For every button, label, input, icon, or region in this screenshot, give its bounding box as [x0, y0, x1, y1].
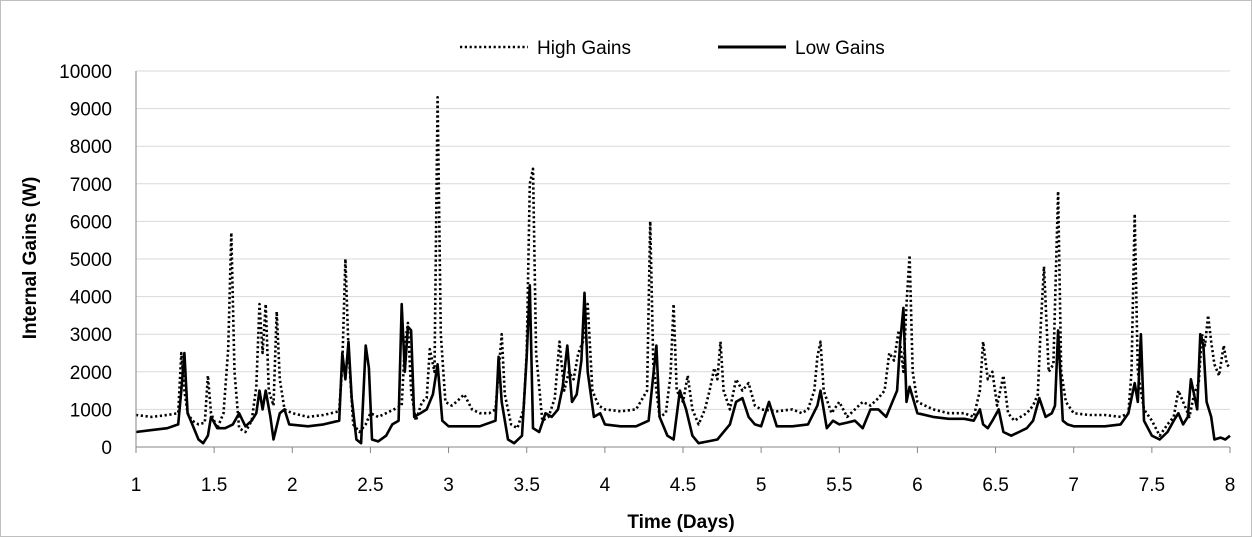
x-tick-label: 5	[756, 475, 767, 496]
gridlines	[136, 70, 1230, 410]
series-layer	[135, 96, 1231, 445]
legend: High Gains Low Gains	[460, 38, 885, 59]
y-tick-label: 5000	[70, 250, 112, 271]
y-axis-title: Internal Gains (W)	[20, 177, 41, 340]
x-tick-label: 7.5	[1139, 475, 1165, 496]
x-tick-label: 1	[131, 475, 142, 496]
y-tick-label: 4000	[70, 288, 112, 309]
y-tick-label: 10000	[59, 62, 112, 83]
y-tick-label: 7000	[70, 175, 112, 196]
y-tick-label: 0	[101, 438, 112, 459]
x-tick-label: 1.5	[201, 475, 227, 496]
y-tick-label: 8000	[70, 137, 112, 158]
x-tick-label: 4.5	[670, 475, 696, 496]
y-tick-label: 6000	[70, 212, 112, 233]
x-tick-labels: 1 1.5 2 2.5 3 3.5 4 4.5 5 5.5 6 6.5 7 7.5 8	[131, 475, 1236, 496]
x-tick-label: 7	[1068, 475, 1079, 496]
y-tick-label: 9000	[70, 100, 112, 121]
axes	[135, 71, 1231, 453]
x-tick-label: 8	[1225, 475, 1236, 496]
x-tick-label: 4	[600, 475, 611, 496]
x-tick-label: 2	[287, 475, 298, 496]
x-tick-label: 6.5	[982, 475, 1008, 496]
x-tick-label: 6	[912, 475, 923, 496]
y-tick-label: 3000	[70, 325, 112, 346]
legend-label-high-gains: High Gains	[537, 38, 631, 59]
x-tick-label: 2.5	[357, 475, 383, 496]
y-tick-label: 1000	[70, 400, 112, 421]
series-line-high-gains	[135, 96, 1231, 437]
series-line-low-gains	[135, 284, 1231, 445]
y-tick-labels: 0 1000 2000 3000 4000 5000 6000 7000 8000 9000 100…	[59, 62, 112, 459]
x-tick-label: 5.5	[826, 475, 852, 496]
x-tick-label: 3.5	[514, 475, 540, 496]
x-axis-title: Time (Days)	[627, 512, 734, 533]
y-tick-label: 2000	[70, 363, 112, 384]
legend-label-low-gains: Low Gains	[795, 38, 885, 59]
x-tick-label: 3	[443, 475, 454, 496]
